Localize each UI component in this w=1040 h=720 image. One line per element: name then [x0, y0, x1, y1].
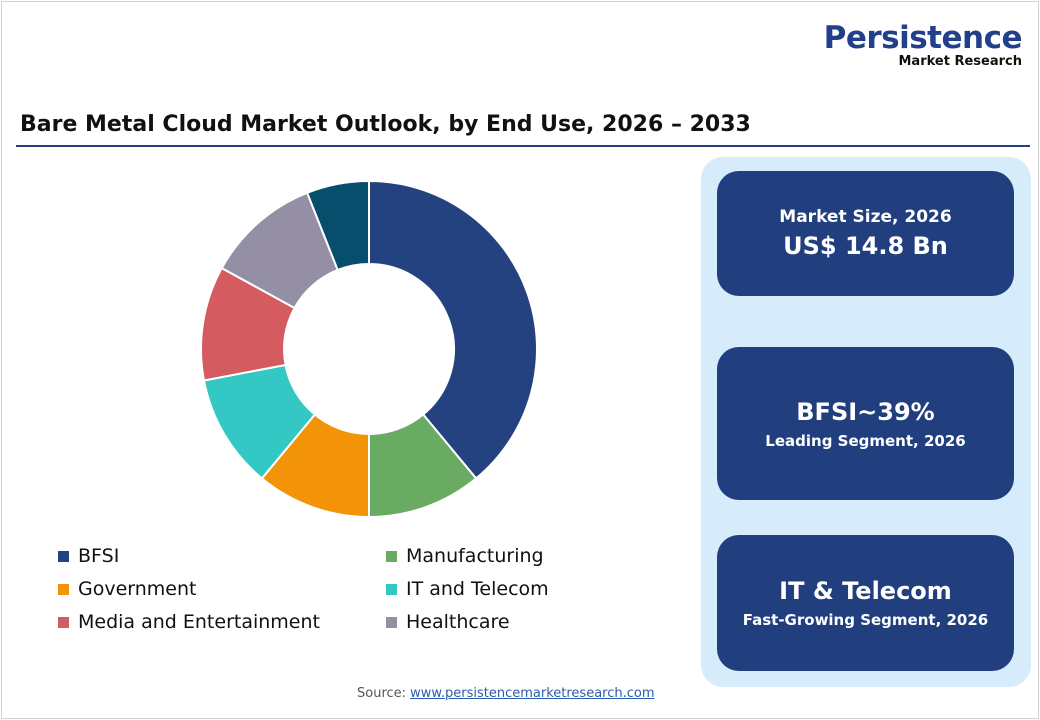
legend-swatch [58, 583, 69, 595]
legend-swatch [386, 550, 397, 562]
legend-item: BFSI [58, 545, 386, 567]
fast-growing-value: IT & Telecom [779, 577, 952, 605]
donut-slice-other [305, 179, 370, 272]
legend-item: IT and Telecom [386, 578, 616, 600]
market-size-value: US$ 14.8 Bn [783, 231, 948, 260]
legend-label: Healthcare [406, 611, 510, 633]
donut-slice-bfsi [368, 179, 538, 480]
logo-line1: Persistence [823, 20, 1023, 56]
legend-label: Manufacturing [406, 545, 544, 567]
legend-label: BFSI [78, 545, 120, 567]
legend-label: Government [78, 578, 197, 600]
source-link[interactable]: www.persistencemarketresearch.com [410, 686, 655, 701]
source: Source: www.persistencemarketresearch.co… [357, 686, 655, 701]
legend: BFSI Manufacturing Government IT and Teleco… [58, 545, 618, 633]
chart-title: Bare Metal Cloud Market Outlook, by End … [20, 112, 751, 137]
source-label: Source: [357, 686, 407, 701]
title-divider [16, 145, 1030, 147]
legend-item: Healthcare [386, 611, 616, 633]
fast-growing-card: IT & Telecom Fast-Growing Segment, 2026 [717, 535, 1014, 671]
market-size-card: Market Size, 2026 US$ 14.8 Bn [717, 171, 1014, 296]
legend-swatch [386, 583, 397, 595]
leading-segment-value: BFSI~39% [796, 397, 935, 426]
fast-growing-label: Fast-Growing Segment, 2026 [742, 611, 989, 629]
legend-swatch [386, 616, 397, 628]
legend-item: Government [58, 578, 386, 600]
market-size-label: Market Size, 2026 [779, 206, 952, 227]
legend-label: Media and Entertainment [78, 611, 320, 633]
legend-label: IT and Telecom [406, 578, 549, 600]
legend-item: Manufacturing [386, 545, 616, 567]
legend-item: Media and Entertainment [58, 611, 386, 633]
leading-segment-label: Leading Segment, 2026 [765, 431, 966, 450]
logo: Persistence Market Research [823, 20, 1023, 69]
legend-swatch [58, 616, 69, 628]
legend-swatch [58, 550, 69, 562]
logo-line2: Market Research [898, 54, 1023, 69]
donut-chart [200, 179, 538, 519]
leading-segment-card: BFSI~39% Leading Segment, 2026 [717, 347, 1014, 500]
